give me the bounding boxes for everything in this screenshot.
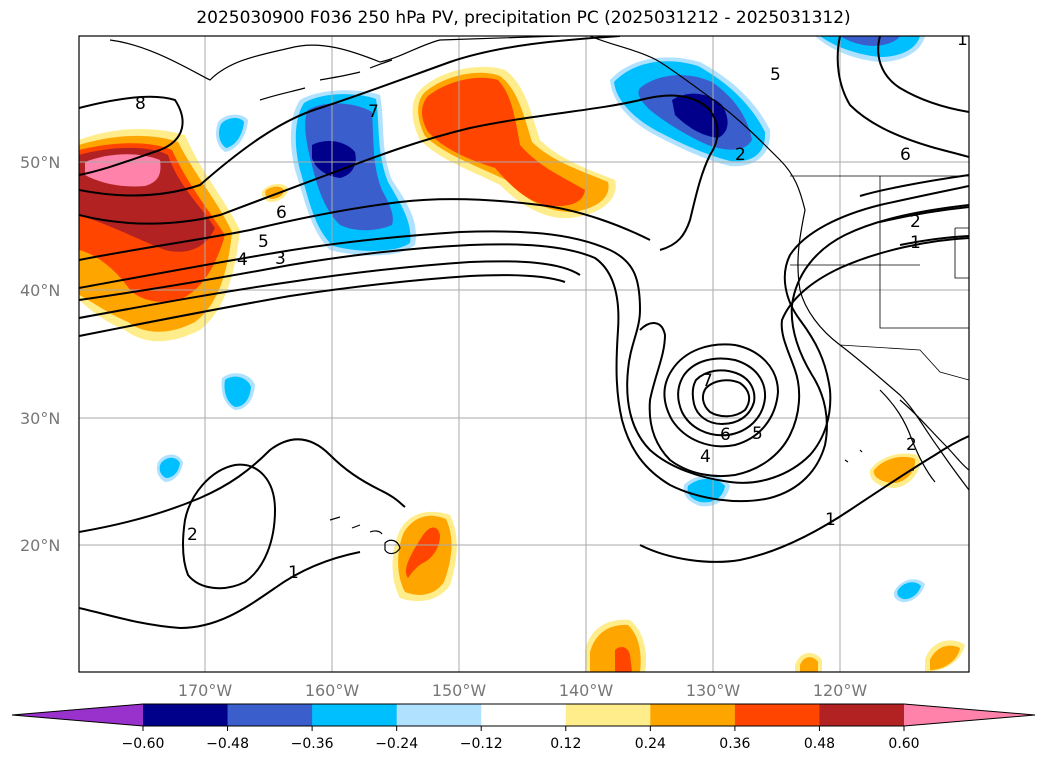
latitude-labels: 50°N 40°N 30°N 20°N [20,153,60,555]
contour-label: 4 [700,447,711,467]
lon-label: 170°W [178,681,233,700]
colorbar-swatch [143,704,229,726]
contour-label: 3 [275,249,286,269]
colorbar-tick-label: −0.36 [291,736,334,752]
colorbar-swatch [396,704,482,726]
contour-label: 5 [770,65,781,85]
lon-label: 150°W [432,681,487,700]
colorbar-tick-label: −0.48 [206,736,249,752]
colorbar-extend-right [904,704,1035,726]
contour-label: 2 [906,435,917,455]
colorbar-swatch [734,704,820,726]
positive-precip-shading [79,66,965,672]
colorbar-tick-label: −0.60 [122,736,165,752]
contour-label: 2 [187,525,198,545]
colorbar-swatch [819,704,905,726]
lat-label: 20°N [20,536,60,555]
colorbar-tick-label: 0.48 [804,736,835,752]
contour-label: 6 [900,145,911,165]
colorbar-tick-label: 0.36 [719,736,750,752]
colorbar: −0.60 −0.48 −0.36 −0.24 −0.12 0.12 0.24 0.36 0.4… [11,703,1036,752]
contour-labels: 8 7 6 5 4 3 2 1 7 6 5 4 5 6 2 1 2 1 1 2 [135,30,968,583]
lat-label: 50°N [20,153,60,172]
colorbar-swatch [227,704,313,726]
colorbar-tick-label: 0.12 [550,736,581,752]
contour-label: 5 [258,232,269,252]
contour-label: 2 [735,145,746,165]
colorbar-swatch [565,704,651,726]
contour-label: 1 [957,30,968,50]
contour-label: 4 [237,250,248,270]
contour-label: 7 [702,371,713,391]
contour-label: 6 [720,425,731,445]
map-area: 8 7 6 5 4 3 2 1 7 6 5 4 5 6 2 1 2 1 1 2 [79,30,969,672]
lon-label: 120°W [813,681,868,700]
contour-label: 8 [135,94,146,114]
contour-label: 7 [368,102,379,122]
colorbar-tick-label: 0.60 [888,736,919,752]
colorbar-swatch [481,704,567,726]
map-title: 2025030900 F036 250 hPa PV, precipitatio… [196,8,851,28]
colorbar-tick-label: 0.24 [635,736,666,752]
map-frame [78,35,970,673]
lon-label: 160°W [305,681,360,700]
contour-label: 1 [825,510,836,530]
colorbar-tick-label: −0.24 [375,736,418,752]
political-borders [790,175,969,381]
lat-label: 30°N [20,409,60,428]
gridlines [79,36,969,672]
negative-precip-shading [156,36,925,603]
colorbar-tick-label: −0.12 [460,736,503,752]
pv-contours [79,36,969,630]
colorbar-swatch [650,704,736,726]
lat-label: 40°N [20,281,60,300]
contour-label: 1 [910,233,921,253]
contour-label: 1 [288,563,299,583]
lon-label: 140°W [559,681,614,700]
colorbar-swatch [312,704,398,726]
longitude-labels: 170°W 160°W 150°W 140°W 130°W 120°W [178,681,868,700]
contour-label: 5 [752,424,763,444]
contour-label: 6 [276,203,287,223]
lon-label: 130°W [686,681,741,700]
colorbar-extend-left [12,704,143,726]
contour-label: 2 [910,212,921,232]
